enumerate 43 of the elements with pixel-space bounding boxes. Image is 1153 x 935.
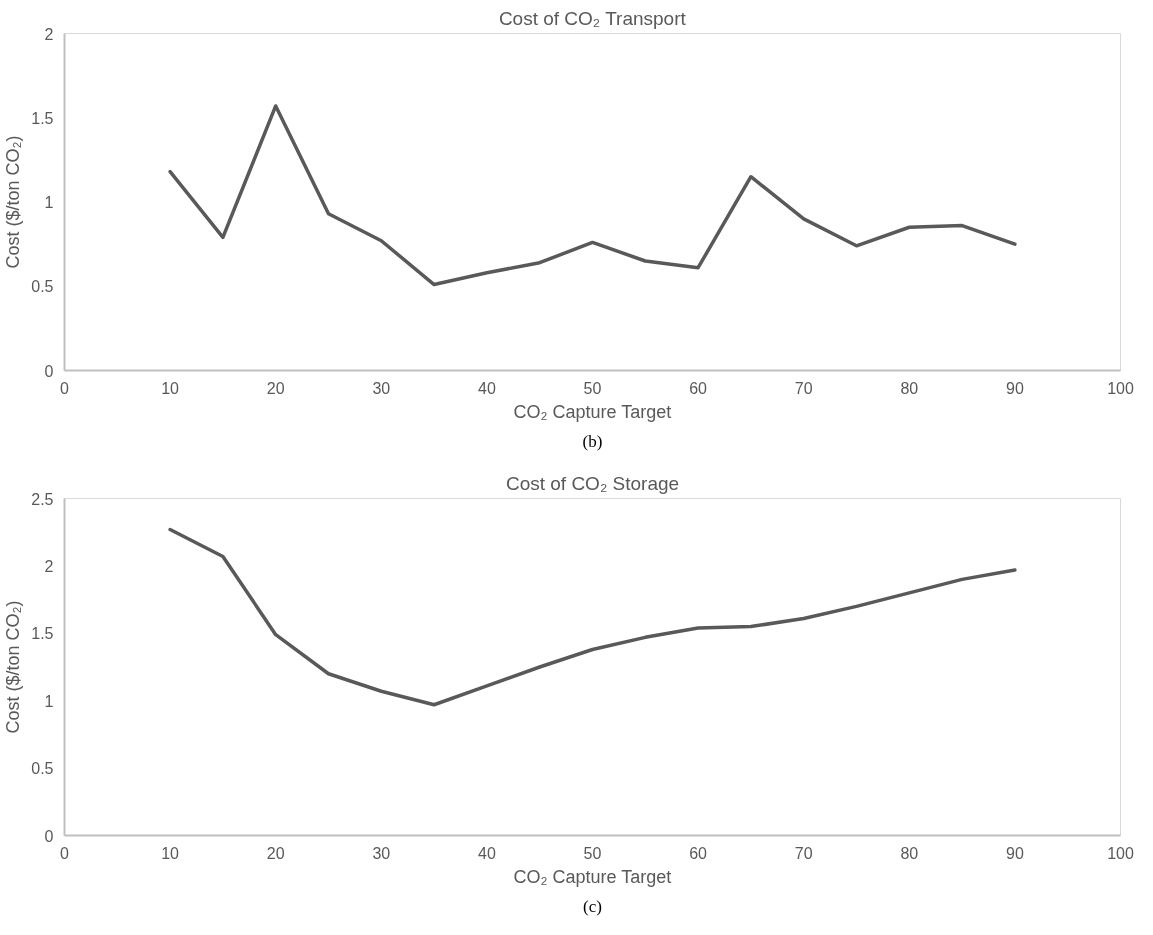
x-tick-label: 50	[583, 379, 602, 397]
x-tick-label: 80	[900, 379, 919, 397]
y-tick-label: 1	[44, 692, 54, 710]
x-tick-label: 30	[372, 844, 391, 862]
x-tick-label: 90	[1006, 844, 1024, 862]
x-tick-label: 70	[794, 379, 813, 397]
y-axis-title: Cost ($/ton CO₂)	[3, 600, 24, 734]
x-tick-label: 40	[478, 844, 496, 862]
chart-title: Cost of CO₂ Storage	[505, 472, 680, 494]
x-tick-label: 0	[60, 844, 70, 862]
x-tick-label: 80	[900, 844, 919, 862]
x-tick-label: 100	[1107, 379, 1134, 397]
x-tick-label: 90	[1006, 379, 1024, 397]
y-tick-label: 2	[44, 557, 54, 575]
x-tick-label: 70	[794, 844, 813, 862]
y-tick-label: 1.5	[31, 109, 54, 127]
x-tick-label: 60	[689, 379, 708, 397]
y-tick-label: 1.5	[31, 625, 54, 643]
x-tick-label: 50	[583, 844, 602, 862]
x-tick-label: 100	[1107, 844, 1134, 862]
x-tick-label: 10	[161, 844, 180, 862]
x-tick-label: 40	[478, 379, 496, 397]
x-tick-label: 10	[161, 379, 180, 397]
y-tick-label: 2.5	[31, 490, 54, 508]
y-tick-label: 0	[44, 362, 54, 380]
text: (b)	[582, 431, 603, 451]
x-tick-label: 60	[689, 844, 708, 862]
y-axis-title: Cost ($/ton CO₂)	[3, 135, 24, 269]
line-series	[168, 527, 1017, 707]
x-tick-label: 0	[60, 379, 70, 397]
line-series	[168, 104, 1017, 287]
y-tick-label: 0	[44, 827, 54, 845]
x-tick-label: 20	[266, 844, 285, 862]
text: (c)	[583, 896, 602, 916]
x-tick-label: 20	[266, 379, 285, 397]
y-tick-label: 1	[44, 194, 54, 211]
x-axis-title: CO₂ Capture Target	[513, 866, 672, 887]
y-tick-label: 0.5	[31, 760, 54, 778]
x-axis-title: CO₂ Capture Target	[513, 401, 672, 422]
chart-title: Cost of CO₂ Transport	[498, 7, 687, 29]
x-tick-label: 30	[372, 379, 391, 397]
y-tick-label: 0.5	[31, 278, 54, 296]
y-tick-label: 2	[44, 25, 54, 43]
